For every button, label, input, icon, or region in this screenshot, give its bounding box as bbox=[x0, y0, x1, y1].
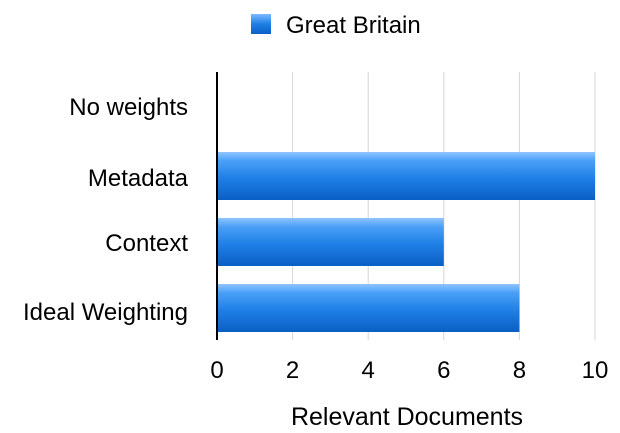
category-label-no-weights: No weights bbox=[69, 94, 188, 121]
bar-metadata bbox=[217, 152, 595, 200]
category-label-ideal-weighting: Ideal Weighting bbox=[23, 299, 188, 326]
x-tick-label-6: 6 bbox=[437, 357, 450, 384]
x-tick-label-2: 2 bbox=[286, 357, 299, 384]
bar-ideal-weighting bbox=[217, 284, 520, 332]
x-tick-label-4: 4 bbox=[362, 357, 375, 384]
x-tick-label-10: 10 bbox=[582, 357, 609, 384]
bars bbox=[217, 152, 595, 332]
category-label-metadata: Metadata bbox=[88, 165, 189, 192]
x-tick-labels: 0 2 4 6 8 10 bbox=[210, 357, 608, 384]
x-tick-label-0: 0 bbox=[210, 357, 223, 384]
x-tick-label-8: 8 bbox=[513, 357, 526, 384]
category-labels: No weights Metadata Context Ideal Weight… bbox=[23, 94, 189, 326]
legend-swatch-great-britain bbox=[251, 14, 271, 34]
x-axis-title: Relevant Documents bbox=[291, 403, 523, 431]
bar-context bbox=[217, 218, 444, 266]
legend: Great Britain bbox=[251, 12, 421, 39]
legend-label-great-britain: Great Britain bbox=[286, 12, 421, 39]
category-label-context: Context bbox=[105, 230, 188, 257]
